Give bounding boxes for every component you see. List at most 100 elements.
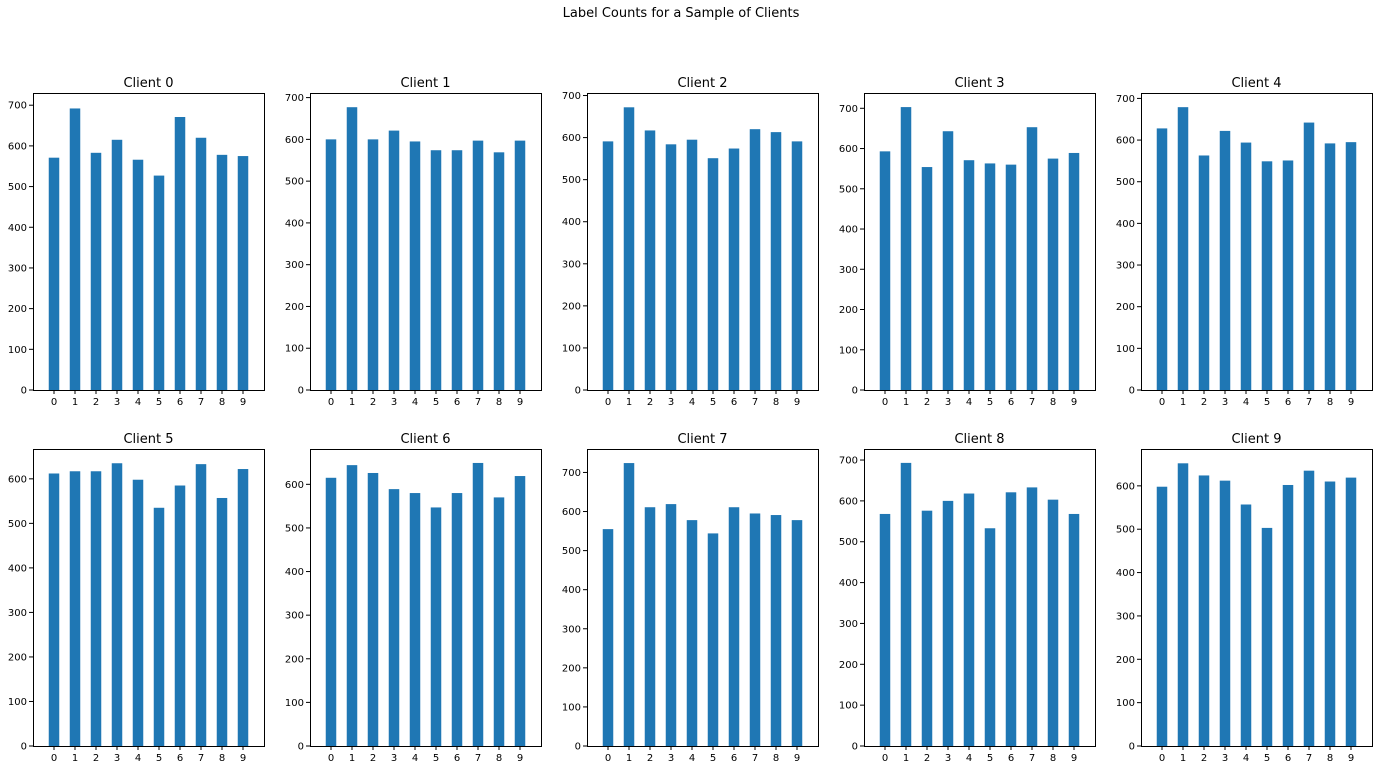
bar <box>48 157 60 390</box>
axes-frame <box>864 449 1096 747</box>
bar <box>942 131 954 391</box>
x-tick-label: 5 <box>987 397 993 408</box>
bar <box>1068 513 1080 746</box>
bar <box>132 159 144 390</box>
y-tick-label: 0 <box>575 742 581 753</box>
bar <box>493 152 505 390</box>
y-tick-label: 200 <box>8 304 27 315</box>
bar <box>749 129 761 390</box>
y-tick-label: 0 <box>1129 386 1135 397</box>
y-tick-label: 400 <box>1116 219 1135 230</box>
bar <box>942 500 954 746</box>
x-tick-label: 8 <box>773 753 779 764</box>
x-tick-label: 1 <box>72 397 78 408</box>
chart-title: Client 0 <box>123 76 173 91</box>
figure-title: Label Counts for a Sample of Clients <box>563 6 800 21</box>
x-tick-label: 0 <box>605 753 611 764</box>
bar <box>791 141 803 390</box>
bar <box>237 469 249 746</box>
x-tick-label: 7 <box>1029 753 1035 764</box>
x-tick-label: 5 <box>1264 753 1270 764</box>
y-tick-label: 400 <box>562 217 581 228</box>
x-tick-label: 0 <box>882 753 888 764</box>
bar <box>1240 142 1252 390</box>
bar <box>602 141 614 390</box>
x-tick-label: 7 <box>752 397 758 408</box>
y-tick-label: 600 <box>285 135 304 146</box>
x-tick-label: 8 <box>1050 753 1056 764</box>
x-tick-label: 7 <box>475 397 481 408</box>
bar <box>195 464 207 746</box>
bar <box>367 139 379 390</box>
y-tick-label: 700 <box>839 456 858 467</box>
bar <box>1005 492 1017 746</box>
x-tick-label: 3 <box>1222 753 1228 764</box>
y-tick-label: 600 <box>562 507 581 518</box>
x-tick-label: 9 <box>240 397 246 408</box>
x-tick-label: 5 <box>987 753 993 764</box>
bar <box>686 139 698 390</box>
bar <box>153 175 165 390</box>
bar <box>921 167 933 390</box>
y-tick-label: 0 <box>298 386 304 397</box>
x-tick-label: 2 <box>924 397 930 408</box>
bar <box>1303 122 1315 390</box>
x-tick-label: 7 <box>1306 753 1312 764</box>
x-tick-label: 6 <box>454 397 460 408</box>
x-tick-label: 5 <box>433 397 439 408</box>
x-tick-label: 3 <box>945 397 951 408</box>
bar <box>451 493 463 746</box>
bar <box>69 108 81 391</box>
y-tick-label: 400 <box>285 567 304 578</box>
bar <box>409 493 421 746</box>
bar <box>644 130 656 391</box>
x-tick-label: 4 <box>966 753 972 764</box>
x-tick-label: 5 <box>156 397 162 408</box>
x-tick-label: 4 <box>966 397 972 408</box>
x-tick-label: 6 <box>731 397 737 408</box>
y-tick-label: 300 <box>839 265 858 276</box>
x-tick-label: 8 <box>219 397 225 408</box>
y-tick-label: 600 <box>1116 136 1135 147</box>
bar <box>665 504 677 746</box>
bar <box>346 107 358 391</box>
y-tick-label: 0 <box>21 742 27 753</box>
chart-title: Client 7 <box>677 432 727 447</box>
bar <box>325 139 337 390</box>
x-tick-label: 1 <box>349 753 355 764</box>
chart-panel: Client 6 0 1 2 3 4 5 6 7 8 9 0 100 200 300 400 500 600 <box>285 432 542 764</box>
x-tick-label: 9 <box>517 753 523 764</box>
y-tick-label: 0 <box>852 386 858 397</box>
x-tick-label: 3 <box>945 753 951 764</box>
x-tick-label: 4 <box>135 753 141 764</box>
x-tick-label: 2 <box>924 753 930 764</box>
x-tick-label: 2 <box>93 397 99 408</box>
y-tick-label: 200 <box>285 654 304 665</box>
x-tick-label: 9 <box>794 753 800 764</box>
x-tick-label: 3 <box>391 753 397 764</box>
axes-frame <box>1141 93 1373 391</box>
y-tick-label: 700 <box>8 101 27 112</box>
x-tick-label: 4 <box>1243 753 1249 764</box>
bar <box>879 513 891 746</box>
bar <box>216 497 228 746</box>
y-tick-label: 400 <box>8 223 27 234</box>
bar <box>1282 484 1294 746</box>
bar <box>346 465 358 746</box>
y-tick-label: 500 <box>8 519 27 530</box>
y-tick-label: 300 <box>8 263 27 274</box>
y-tick-label: 500 <box>839 184 858 195</box>
x-tick-label: 3 <box>114 397 120 408</box>
bar <box>451 150 463 390</box>
chart-panel: Client 3 0 1 2 3 4 5 6 7 8 9 0 100 200 300 400 500 600 700 <box>839 76 1096 408</box>
chart-panel: Client 1 0 1 2 3 4 5 6 7 8 9 0 100 200 300 400 500 600 700 <box>285 76 542 408</box>
bar <box>48 473 60 746</box>
y-tick-label: 100 <box>285 344 304 355</box>
y-tick-label: 400 <box>8 563 27 574</box>
bar <box>388 489 400 746</box>
y-tick-label: 100 <box>285 698 304 709</box>
bar <box>514 476 526 746</box>
bar <box>325 477 337 746</box>
bar <box>707 533 719 746</box>
chart-title: Client 5 <box>123 432 173 447</box>
